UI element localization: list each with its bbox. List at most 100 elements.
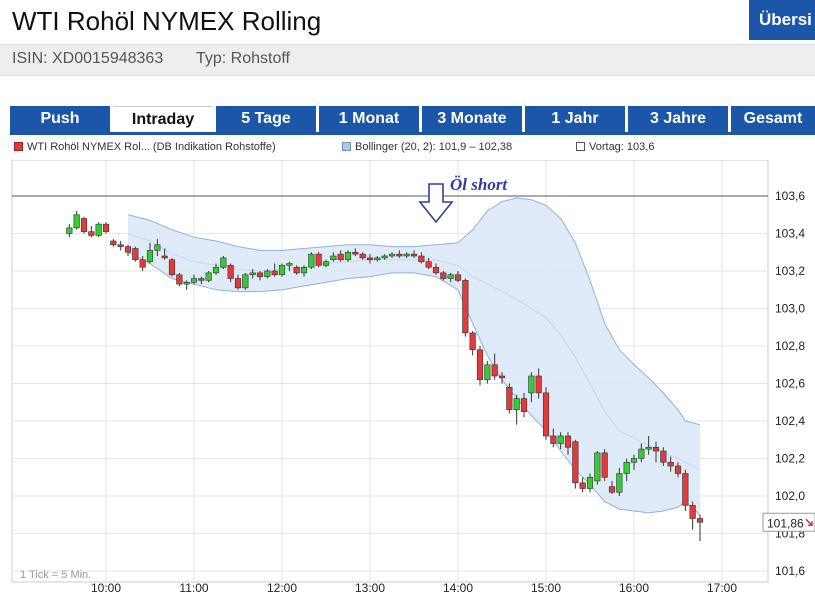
candle-body (396, 253, 403, 257)
y-tick-label: 101,6 (775, 564, 805, 578)
legend-series-label: WTI Rohöl NYMEX Rol... (DB Indikation Ro… (27, 141, 276, 153)
candle-body (550, 435, 557, 444)
candle-body (242, 274, 249, 289)
candle-body (660, 450, 667, 463)
candle-body (425, 261, 432, 268)
bollinger-middle-line (127, 233, 701, 471)
candle-body (234, 278, 242, 289)
candle-body (139, 259, 146, 268)
y-tick-label: 103,4 (775, 227, 805, 241)
y-tick-label: 102,2 (775, 452, 805, 466)
candle-body (212, 266, 220, 274)
tab-3-jahre[interactable]: 3 Jahre (628, 106, 728, 132)
candle-body (176, 274, 183, 285)
candle-body (535, 375, 542, 394)
candle-body (146, 250, 154, 262)
bollinger-lower-line (127, 251, 701, 516)
candle-body (476, 349, 484, 381)
candle-body (586, 476, 594, 489)
candle-body (220, 257, 227, 268)
x-tick-label: 10:00 (91, 581, 121, 595)
candle-body (278, 265, 286, 276)
legend-bollinger-label: Bollinger (20, 2): 101,9 – 102,38 (355, 141, 513, 153)
info-bar (0, 44, 815, 76)
tab-1-jahr[interactable]: 1 Jahr (525, 106, 625, 132)
candle-body (623, 461, 630, 474)
series-swatch (14, 142, 23, 151)
legend-bollinger: Bollinger (20, 2): 101,9 – 102,38 (342, 141, 512, 155)
candle-body (579, 482, 586, 489)
candle-body (410, 253, 418, 257)
y-tick-label: 102,8 (775, 339, 805, 353)
x-tick-label: 16:00 (619, 581, 649, 595)
candle-body (286, 263, 293, 266)
candle-body (366, 257, 374, 261)
candle-body (381, 255, 388, 259)
candle-body (271, 270, 278, 276)
tab-gesamt[interactable]: Gesamt (731, 106, 815, 132)
x-tick-label: 15:00 (531, 581, 561, 595)
candle-body (454, 274, 462, 281)
candle-body (183, 281, 190, 285)
tab-push[interactable]: Push (10, 106, 110, 132)
tab-5-tage[interactable]: 5 Tage (216, 106, 316, 132)
candle-body (249, 272, 256, 276)
candle-body (594, 452, 601, 482)
candle-body (432, 266, 440, 274)
type-label: Typ: Rohstoff (196, 50, 290, 67)
candle-body (689, 505, 696, 519)
candle-body (447, 274, 454, 279)
candle-body (601, 452, 608, 478)
candle-body (73, 214, 80, 229)
candle-body (638, 448, 645, 459)
candle-body (572, 441, 579, 484)
candle-body (403, 253, 410, 257)
candle-body (132, 248, 139, 261)
tab-3-monate[interactable]: 3 Monate (422, 106, 522, 132)
candle-body (513, 398, 520, 411)
vortag-swatch (576, 142, 585, 151)
legend-series: WTI Rohöl NYMEX Rol... (DB Indikation Ro… (14, 141, 276, 155)
last-price-box (762, 512, 815, 532)
candle-body (322, 261, 330, 266)
candle-body (564, 435, 572, 448)
candle-body (557, 435, 564, 444)
candle-body (256, 272, 264, 277)
candle-body (66, 227, 73, 234)
candle-body (161, 255, 168, 259)
candle-body (337, 253, 344, 261)
candle-body (308, 253, 315, 268)
candle-body (520, 398, 528, 412)
candle-body (88, 231, 95, 236)
y-tick-label: 103,6 (775, 189, 805, 203)
candle-body (506, 386, 513, 411)
candle-body (630, 458, 638, 463)
candle-body (80, 218, 88, 232)
x-tick-label: 17:00 (707, 581, 737, 595)
legend-vortag-label: Vortag: 103,6 (589, 141, 655, 153)
candle-body (542, 392, 550, 437)
candle-body (102, 223, 110, 232)
bollinger-swatch (342, 142, 351, 151)
candle-body (608, 486, 616, 493)
x-tick-label: 13:00 (355, 581, 385, 595)
last-price-label: 101,86 (767, 516, 804, 530)
candle-body (418, 255, 425, 262)
candle-body (469, 332, 476, 351)
price-chart: 103,6 103,4 103,2 103,0 102,8 102,6 102,4 102,2… (11, 160, 815, 595)
y-tick-label: 103,0 (775, 302, 805, 316)
tab-1-monat[interactable]: 1 Monat (319, 106, 419, 132)
candle-body (205, 272, 212, 281)
candle-body (330, 255, 337, 261)
overview-button[interactable]: Übersi (749, 0, 815, 40)
candle-body (652, 446, 660, 452)
y-tick-label: 103,2 (775, 264, 805, 278)
candle-body (528, 375, 535, 394)
candle-body (264, 270, 271, 277)
isin-label: ISIN: XD0015948363 (12, 50, 164, 67)
candle-body (616, 473, 623, 493)
candle-body (154, 244, 161, 251)
bollinger-band (128, 197, 700, 515)
candle-body (667, 461, 674, 467)
tab-intraday[interactable]: Intraday (113, 106, 213, 133)
